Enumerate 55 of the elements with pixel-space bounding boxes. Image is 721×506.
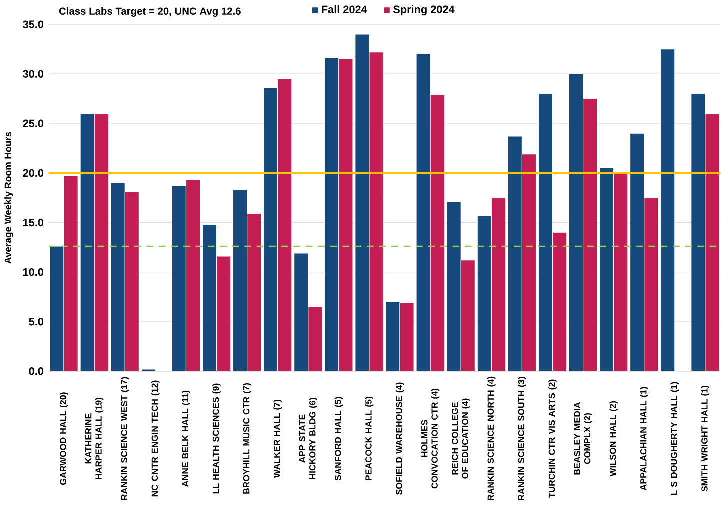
bar [400, 302, 414, 372]
x-tick-label: APPALACHIAN HALL (1) [640, 387, 648, 491]
bar [552, 232, 568, 372]
x-tick-label: HOLMES CONVOCATION CTR (4) [421, 389, 440, 489]
bar [660, 49, 676, 372]
x-tick-label: LL HEALTH SCIENCES (9) [212, 384, 221, 494]
bar [583, 98, 598, 372]
x-tick-label: RANKIN SCIENCE SOUTH (3) [518, 377, 526, 500]
y-tick-label: 15.0 [23, 218, 44, 227]
bar [64, 176, 78, 372]
bar [430, 94, 445, 372]
bar [522, 154, 537, 372]
legend-label: Fall 2024 [322, 5, 368, 14]
x-tick-label: REICH COLLEGE OF EDUCATION (4) [452, 398, 470, 479]
bar [705, 114, 720, 372]
x-tick-label: SANFORD HALL (5) [334, 397, 344, 481]
x-tick-label: APP STATE HICKORY BLDG (6) [299, 398, 318, 480]
x-tick-label: WILSON HALL (2) [610, 401, 618, 477]
x-tick-label: WALKER HALL (7) [274, 400, 282, 478]
bar [186, 180, 201, 372]
bar [369, 52, 384, 372]
x-tick-label: ANNE BELK HALL (11) [182, 390, 190, 488]
x-tick-label: L S DOUGHERTY HALL (1) [670, 382, 680, 496]
bar [278, 78, 292, 372]
x-tick-label: TURCHIN CTR VIS ARTS (2) [548, 380, 557, 498]
bar [614, 172, 628, 372]
bar [247, 214, 262, 372]
bar [338, 59, 354, 372]
y-tick-label: 20.0 [23, 169, 44, 178]
bar [460, 260, 476, 372]
y-tick-label: 25.0 [23, 120, 44, 128]
x-tick-label: RANKIN SCIENCE NORTH (4) [488, 376, 496, 501]
bar [644, 198, 659, 372]
bar [216, 256, 232, 372]
y-tick-label: 5.0 [29, 318, 44, 326]
chart-title: Class Labs Target = 20, UNC Avg 12.6 [59, 8, 241, 18]
x-tick-label: KATHERINE HARPER HALL (19) [86, 398, 104, 480]
y-tick-label: 30.0 [23, 70, 44, 78]
bar [491, 198, 506, 372]
x-tick-label: PEACOCK HALL (5) [365, 397, 374, 480]
x-tick-label: SMITH WRIGHT HALL (1) [701, 386, 710, 492]
x-tick-label: GARWOOD HALL (20) [60, 392, 68, 486]
bar [308, 306, 323, 372]
x-tick-label: RANKIN SCIENCE WEST (17) [121, 377, 130, 500]
y-axis-title: Average Weekly Room Hours [4, 132, 14, 264]
x-tick-label: NC CNTR ENGIN TECH (12) [152, 380, 160, 497]
y-tick-label: 35.0 [23, 20, 44, 28]
x-tick-label: BEASLEY MEDIA COMPLX (2) [574, 402, 592, 475]
legend-label: Spring 2024 [393, 5, 455, 16]
y-tick-label: 0.0 [29, 368, 44, 376]
x-tick-label: BROYHILL MUSIC CTR (7) [243, 384, 252, 494]
bar [124, 192, 140, 372]
y-tick-label: 10.0 [23, 268, 44, 276]
x-tick-label: SOFIELD WAREHOUSE (4) [396, 382, 404, 496]
bar [94, 114, 109, 372]
